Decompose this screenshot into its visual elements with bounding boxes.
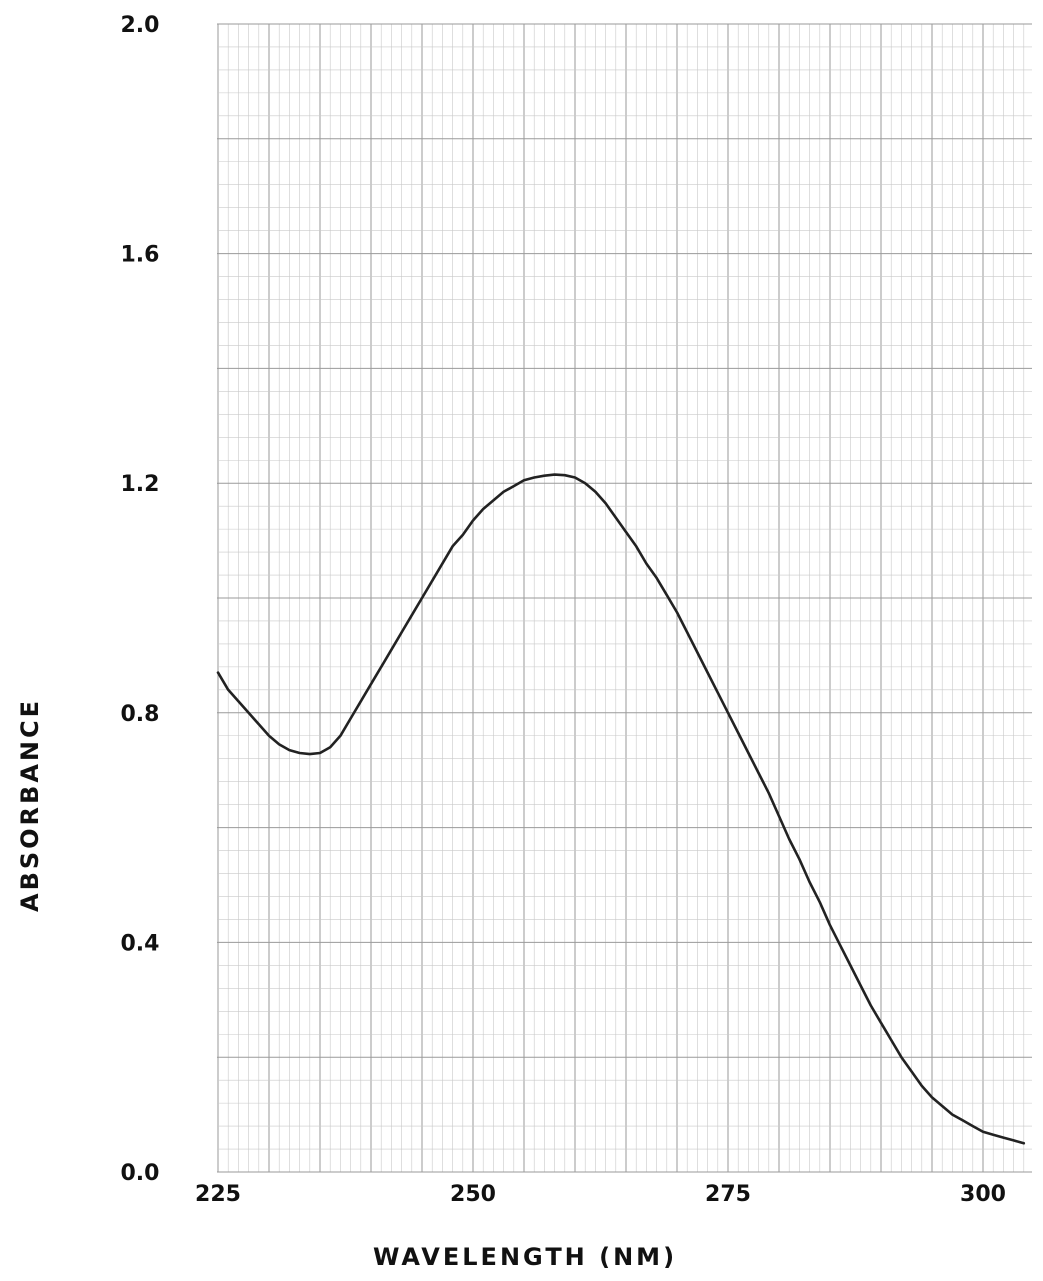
y-tick-label: 1.6	[121, 243, 160, 268]
chart-grid	[217, 23, 1032, 1173]
y-tick-label: 0.8	[121, 702, 160, 727]
y-tick-label: 0.0	[121, 1161, 160, 1186]
x-tick-label: 300	[960, 1182, 1006, 1207]
x-tick-label: 225	[195, 1182, 241, 1207]
x-tick-label: 275	[705, 1182, 751, 1207]
absorbance-curve	[216, 473, 1026, 1145]
y-axis-label: ABSORBANCE	[16, 698, 44, 912]
y-tick-label: 2.0	[121, 13, 160, 38]
y-tick-label: 0.4	[121, 931, 160, 956]
x-tick-label: 250	[450, 1182, 496, 1207]
x-axis-label: WAVELENGTH (NM)	[373, 1243, 677, 1271]
y-tick-label: 1.2	[121, 472, 160, 497]
x-axis-ticks: 225 250 275 300	[195, 1182, 1006, 1207]
y-axis-ticks: 0.0 0.4 0.8 1.2 1.6 2.0	[121, 13, 160, 1186]
